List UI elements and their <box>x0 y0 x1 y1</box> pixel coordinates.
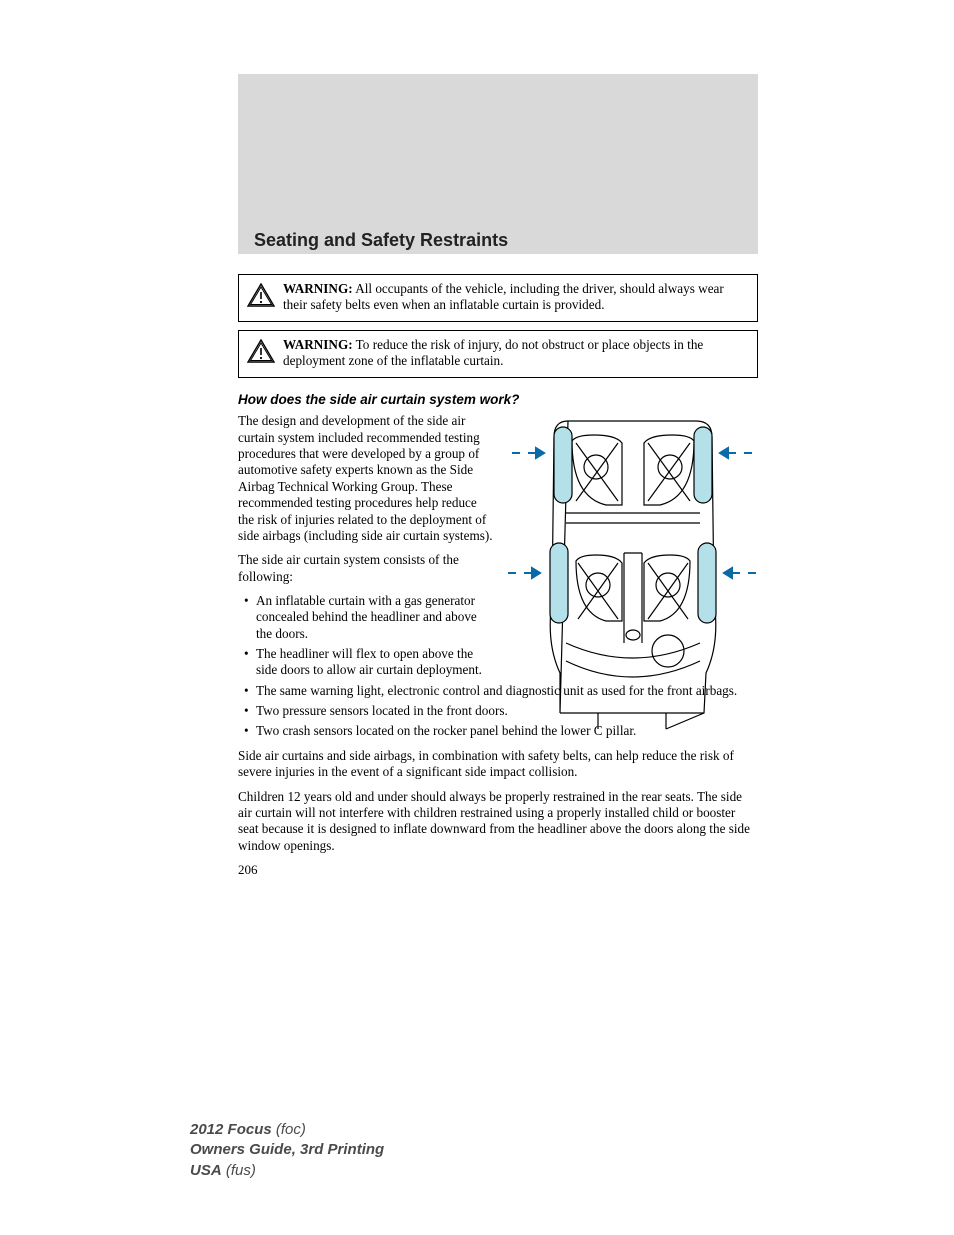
page-content: WARNING: All occupants of the vehicle, i… <box>238 274 758 878</box>
subheading: How does the side air curtain system wor… <box>238 392 758 407</box>
footer-line-2: Owners Guide, 3rd Printing <box>190 1140 384 1160</box>
section-title: Seating and Safety Restraints <box>254 230 508 251</box>
footer: 2012 Focus (foc) Owners Guide, 3rd Print… <box>190 1120 384 1181</box>
paragraph-4: Children 12 years old and under should a… <box>238 789 758 854</box>
footer-line-3: USA (fus) <box>190 1161 384 1181</box>
warning-triangle-icon <box>247 283 275 307</box>
paragraph-3: Side air curtains and side airbags, in c… <box>238 748 758 781</box>
bullet-item: Two pressure sensors located in the fron… <box>238 703 758 719</box>
bullet-item: An inflatable curtain with a gas generat… <box>238 593 493 642</box>
paragraph-1: The design and development of the side a… <box>238 413 493 544</box>
warning-triangle-icon <box>247 339 275 363</box>
footer-line-1: 2012 Focus (foc) <box>190 1120 384 1140</box>
bullet-item: Two crash sensors located on the rocker … <box>238 723 758 739</box>
paragraph-2: The side air curtain system consists of … <box>238 552 493 585</box>
warning-2-text: WARNING: To reduce the risk of injury, d… <box>247 337 749 369</box>
airbag-shapes <box>550 427 716 623</box>
warning-1-text: WARNING: All occupants of the vehicle, i… <box>247 281 749 313</box>
two-column-region: The design and development of the side a… <box>238 413 758 739</box>
bullet-item: The headliner will flex to open above th… <box>238 646 493 679</box>
warning-box-1: WARNING: All occupants of the vehicle, i… <box>238 274 758 322</box>
header-gray-block <box>238 74 758 254</box>
bullet-item: The same warning light, electronic contr… <box>238 683 758 699</box>
warning-box-2: WARNING: To reduce the risk of injury, d… <box>238 330 758 378</box>
page-number: 206 <box>238 862 758 878</box>
